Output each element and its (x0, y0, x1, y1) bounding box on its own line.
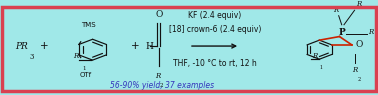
Text: R: R (333, 6, 338, 14)
Text: OTf: OTf (80, 72, 92, 78)
Text: R: R (356, 0, 362, 8)
Text: 1: 1 (83, 66, 86, 71)
Text: R: R (155, 72, 160, 80)
Text: P: P (339, 28, 345, 36)
Text: R: R (312, 52, 318, 60)
Text: TMS: TMS (81, 22, 96, 28)
Text: 56-90% yield, 37 examples: 56-90% yield, 37 examples (110, 81, 215, 89)
Text: THF, -10 °C to rt, 12 h: THF, -10 °C to rt, 12 h (173, 59, 257, 68)
Text: +: + (131, 41, 139, 51)
Text: +: + (40, 41, 49, 51)
Text: R: R (73, 52, 79, 61)
Text: 2: 2 (160, 83, 164, 87)
Text: [18] crown-6 (2.4 equiv): [18] crown-6 (2.4 equiv) (169, 25, 261, 34)
Text: 2: 2 (357, 77, 360, 82)
Text: PR: PR (15, 42, 28, 51)
Text: R: R (369, 28, 374, 36)
Text: O: O (155, 10, 163, 19)
Text: H: H (146, 42, 154, 51)
Text: KF (2.4 equiv): KF (2.4 equiv) (188, 11, 241, 20)
Text: R: R (352, 66, 357, 74)
Text: 3: 3 (30, 53, 34, 61)
Text: 1: 1 (319, 65, 322, 70)
Text: O: O (356, 40, 363, 49)
